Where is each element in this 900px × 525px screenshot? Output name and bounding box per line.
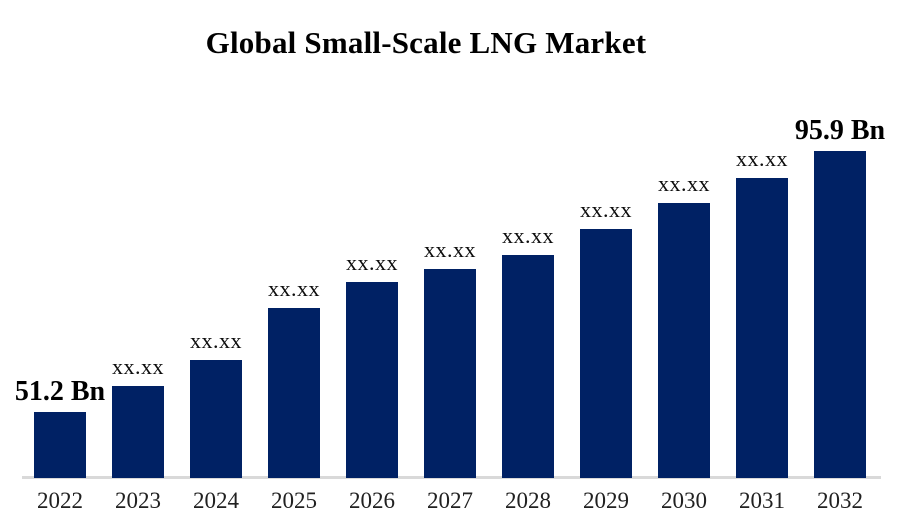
chart-title: Global Small-Scale LNG Market <box>205 25 647 60</box>
bar-2031 <box>736 178 788 478</box>
bar-2026 <box>346 282 398 478</box>
bar-2022 <box>34 412 86 478</box>
bar-2023 <box>112 386 164 478</box>
bar-2030 <box>658 203 710 478</box>
bar-2029 <box>580 229 632 478</box>
bar-2032 <box>814 151 866 478</box>
value-label-2024: xx.xx <box>190 328 242 353</box>
year-label-2026: 2026 <box>349 488 395 513</box>
value-label-2029: xx.xx <box>580 197 632 222</box>
value-label-2028: xx.xx <box>502 223 554 248</box>
value-label-2022: 51.2 Bn <box>14 376 106 407</box>
year-label-2028: 2028 <box>505 488 551 513</box>
year-label-2029: 2029 <box>583 488 629 513</box>
year-label-2025: 2025 <box>271 488 317 513</box>
year-label-2030: 2030 <box>661 488 707 513</box>
value-label-2026: xx.xx <box>346 250 398 275</box>
year-label-2024: 2024 <box>193 488 239 513</box>
value-label-2031: xx.xx <box>736 146 788 171</box>
year-label-2032: 2032 <box>817 488 863 513</box>
year-label-2027: 2027 <box>427 488 473 513</box>
bar-2025 <box>268 308 320 478</box>
value-label-2025: xx.xx <box>268 276 320 301</box>
bar-2028 <box>502 255 554 478</box>
value-label-2032: 95.9 Bn <box>794 115 886 146</box>
value-label-2027: xx.xx <box>424 237 476 262</box>
year-label-2023: 2023 <box>115 488 161 513</box>
value-label-2023: xx.xx <box>112 354 164 379</box>
year-label-2031: 2031 <box>739 488 785 513</box>
year-label-2022: 2022 <box>37 488 83 513</box>
bar-2027 <box>424 269 476 478</box>
bar-2024 <box>190 360 242 478</box>
value-label-2030: xx.xx <box>658 171 710 196</box>
